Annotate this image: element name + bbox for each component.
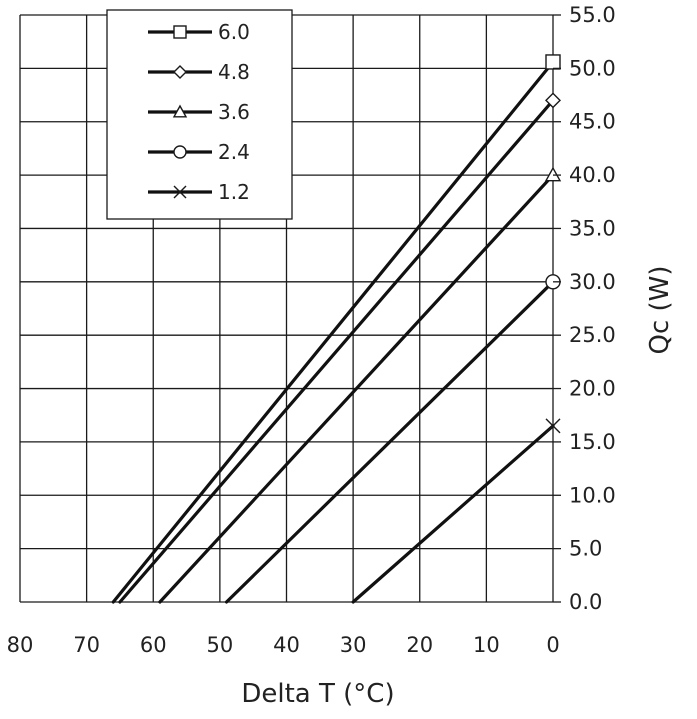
x-tick-label: 0 [546, 633, 559, 657]
x-tick-label: 70 [73, 633, 100, 657]
y-tick-label: 20.0 [569, 377, 616, 401]
marker-square [545, 54, 561, 70]
x-tick-label: 80 [7, 633, 34, 657]
legend-item: 6.0 [148, 20, 250, 44]
marker-circle [173, 145, 187, 159]
x-tick-label: 60 [140, 633, 167, 657]
legend-label: 4.8 [218, 60, 250, 84]
y-tick-label: 45.0 [569, 110, 616, 134]
series-lines [111, 60, 555, 604]
y-tick-label: 10.0 [569, 483, 616, 507]
y-tick-label: 0.0 [569, 590, 602, 614]
legend-item: 2.4 [148, 140, 250, 164]
legend-box [106, 9, 293, 220]
series-line [224, 280, 555, 604]
x-tick-label: 40 [273, 633, 300, 657]
marker-triangle [172, 104, 188, 118]
legend-label: 3.6 [218, 100, 250, 124]
marker-square [173, 25, 187, 39]
x-tick-label: 30 [340, 633, 367, 657]
y-axis-title: Qc (W) [645, 265, 675, 354]
y-tick-label: 30.0 [569, 270, 616, 294]
marker-triangle [544, 166, 562, 182]
x-axis-title: Delta T (°C) [241, 679, 394, 709]
series-line [158, 173, 555, 604]
x-tick-label: 50 [207, 633, 234, 657]
legend-label: 2.4 [218, 140, 250, 164]
y-tick-label: 55.0 [569, 3, 616, 27]
marker-x-stroke [173, 185, 187, 199]
y-tick-label: 25.0 [569, 323, 616, 347]
y-tick-label: 35.0 [569, 216, 616, 240]
marker-diamond [545, 92, 561, 109]
x-tick-label: 10 [473, 633, 500, 657]
legend-item: 1.2 [148, 180, 250, 204]
marker-x [545, 418, 561, 434]
marker-x-stroke [545, 418, 561, 434]
y-axis: 0.0 5.0 10.0 15.0 20.0 25.0 30.0 35.0 40.0 45.0 50… [553, 3, 616, 614]
y-tick-label: 40.0 [569, 163, 616, 187]
series-line [118, 98, 555, 604]
x-axis: 80 70 60 50 40 30 20 10 0 [7, 633, 560, 657]
marker-diamond [173, 65, 187, 79]
legend-item: 3.6 [148, 100, 250, 124]
y-tick-label: 50.0 [569, 56, 616, 80]
legend-label: 6.0 [218, 20, 250, 44]
series-line [351, 424, 555, 604]
marker-x [173, 185, 187, 199]
y-tick-label: 15.0 [569, 430, 616, 454]
legend: 6.0 4.8 3.6 2.4 1.2 [106, 9, 293, 220]
legend-label: 1.2 [218, 180, 250, 204]
legend-item: 4.8 [148, 60, 250, 84]
y-tick-label: 5.0 [569, 537, 602, 561]
series-line [111, 60, 555, 604]
x-tick-label: 20 [406, 633, 433, 657]
